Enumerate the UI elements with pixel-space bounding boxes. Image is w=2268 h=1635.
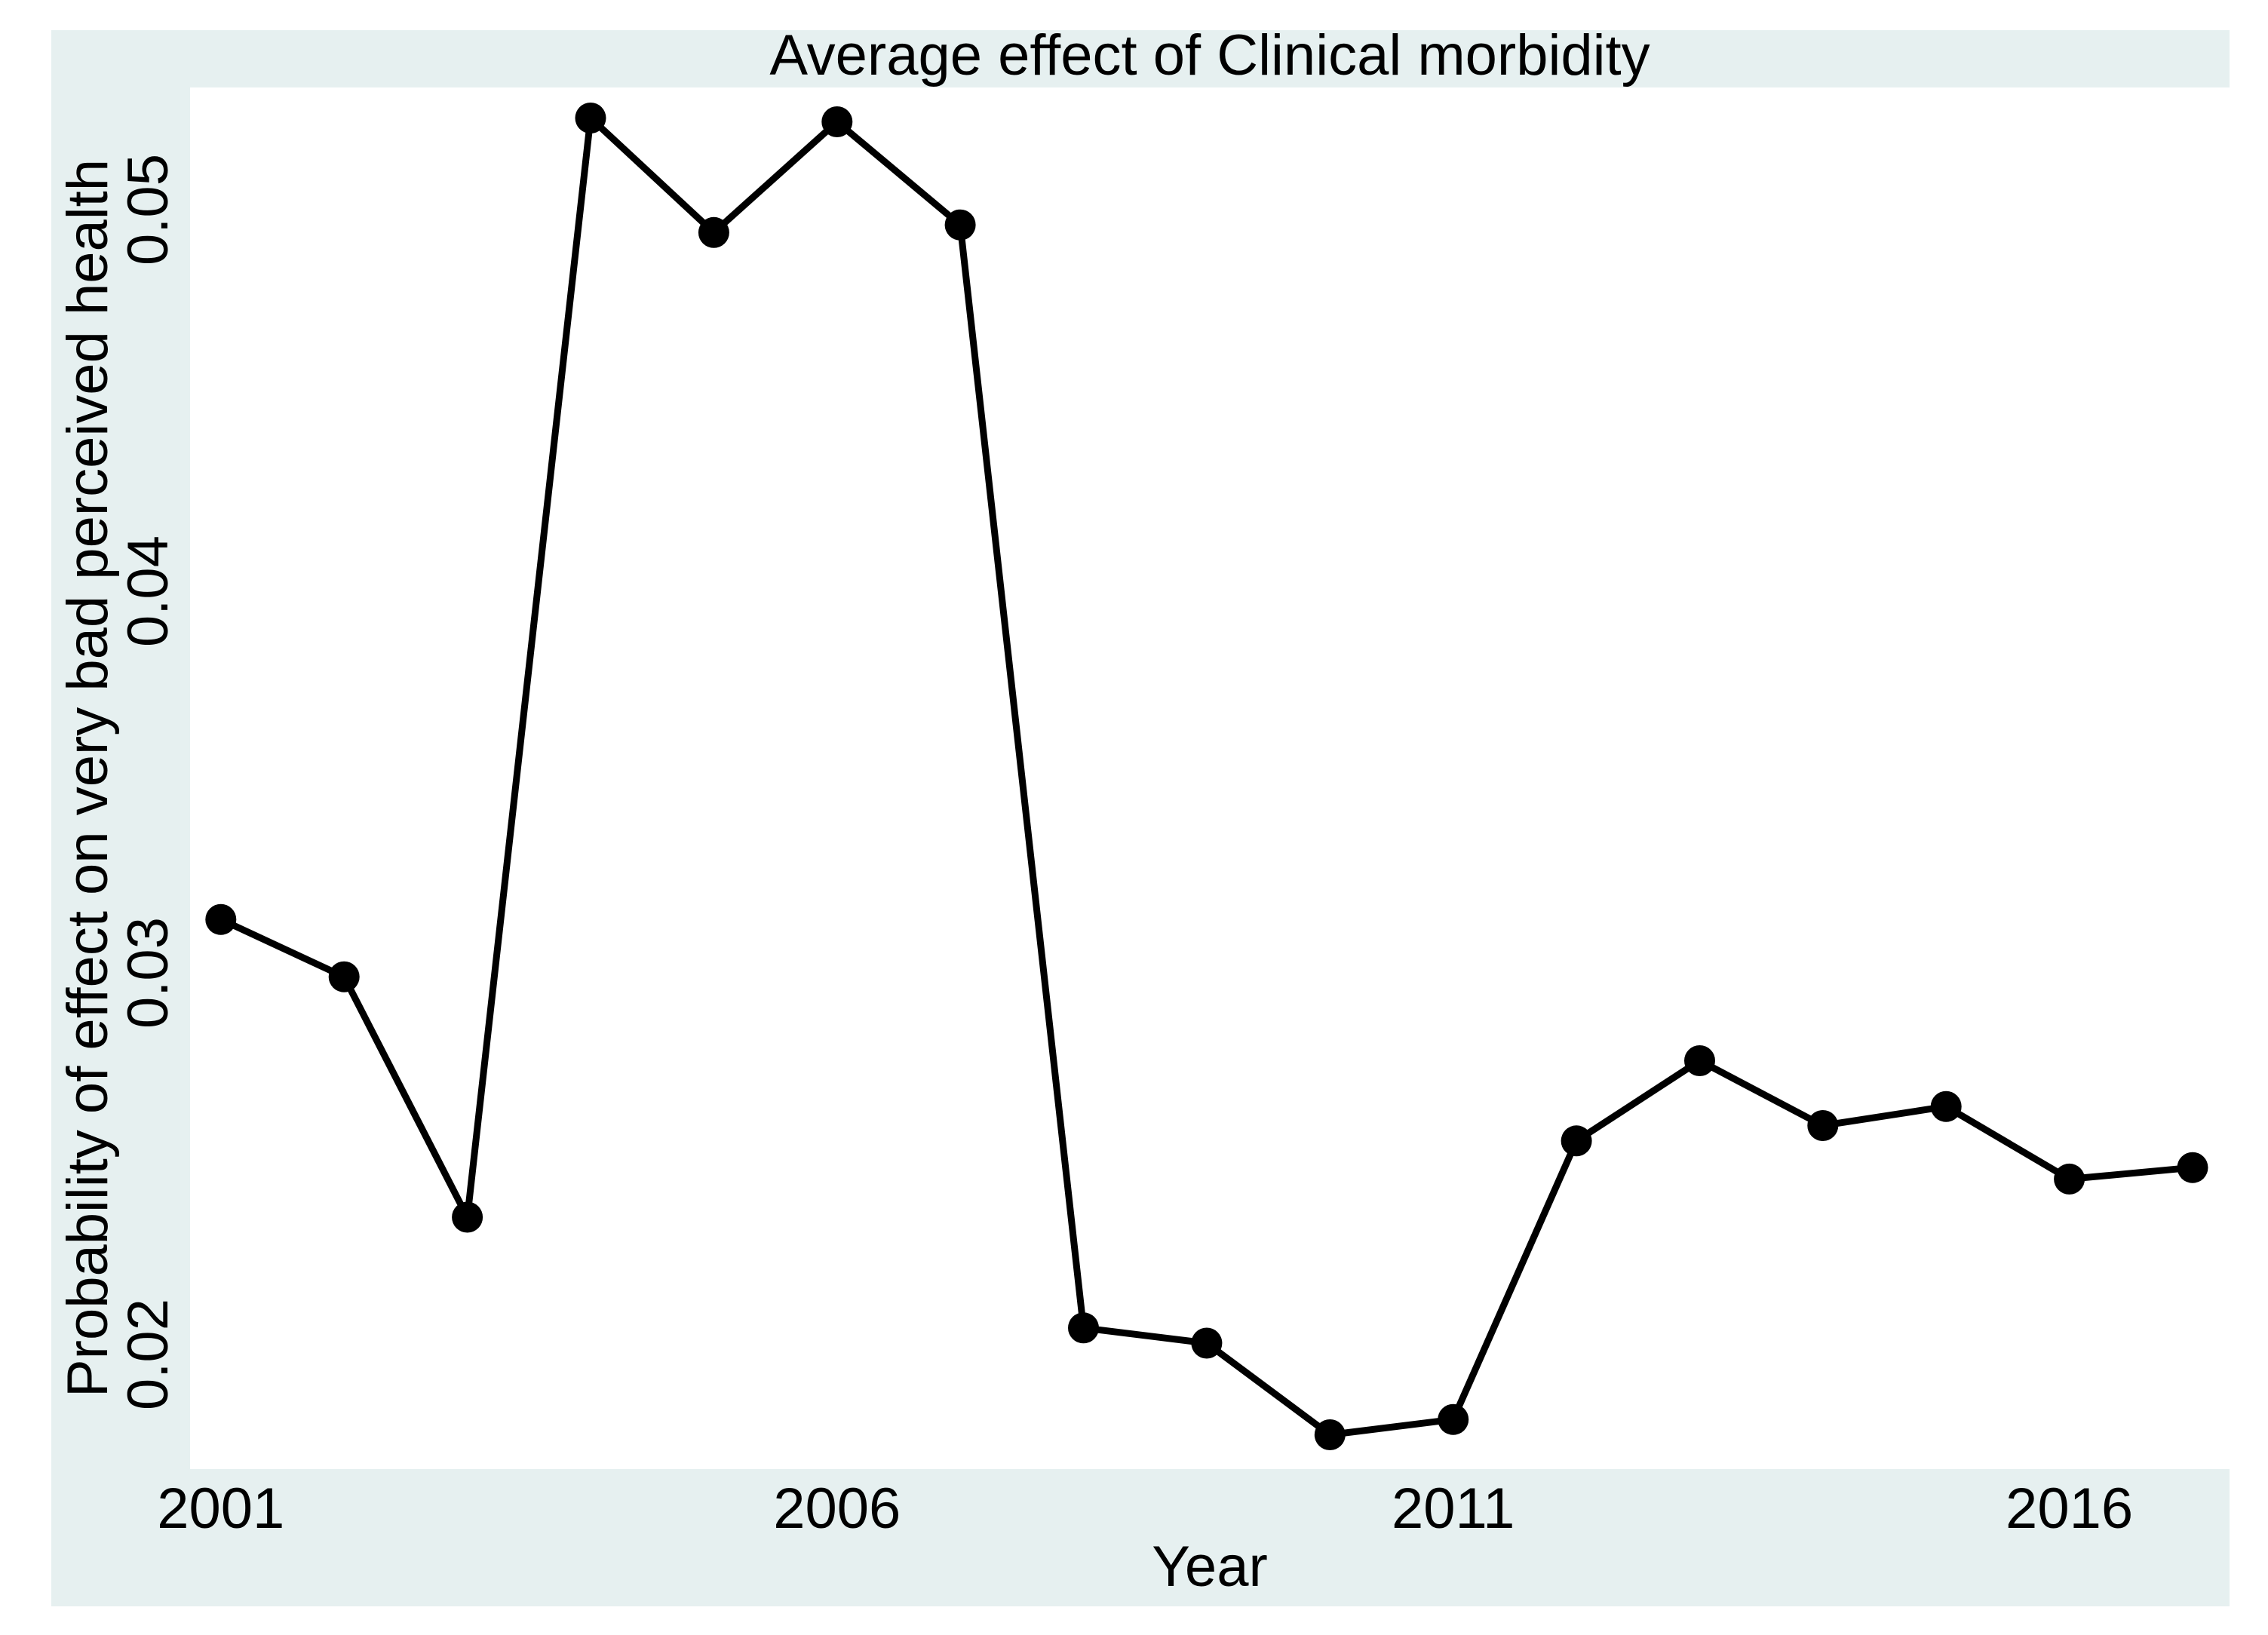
data-point-2006 [821, 106, 853, 137]
data-point-2010 [1314, 1419, 1346, 1450]
data-point-2011 [1438, 1403, 1469, 1435]
data-point-2009 [1191, 1327, 1223, 1359]
plot-area [190, 87, 2230, 1469]
data-point-2002 [328, 961, 360, 992]
x-tick-label-2011: 2011 [1391, 1477, 1515, 1541]
data-point-2014 [1807, 1110, 1839, 1141]
data-point-2005 [698, 216, 729, 248]
y-tick-label-0.03: 0.03 [116, 917, 180, 1029]
data-point-2017 [2177, 1152, 2208, 1183]
y-tick-label-0.05: 0.05 [116, 153, 180, 265]
x-tick-label-2006: 2006 [773, 1477, 901, 1541]
series-line [219, 111, 2193, 1439]
y-tick-label-0.02: 0.02 [116, 1299, 180, 1411]
x-axis-title: Year [1152, 1535, 1268, 1599]
data-point-2015 [1930, 1091, 1962, 1122]
y-tick-label-0.04: 0.04 [116, 535, 180, 647]
x-tick-label-2001: 2001 [157, 1477, 285, 1541]
x-tick-label-2016: 2016 [2006, 1477, 2134, 1541]
data-point-2013 [1684, 1045, 1715, 1076]
chart-title: Average effect of Clinical morbidity [769, 23, 1650, 87]
data-point-2008 [1068, 1312, 1099, 1344]
data-point-2016 [2054, 1163, 2085, 1195]
data-point-2007 [944, 209, 976, 241]
data-point-2001 [205, 903, 237, 935]
data-point-2003 [452, 1201, 483, 1233]
data-point-2012 [1561, 1125, 1592, 1157]
data-point-2004 [575, 103, 606, 133]
